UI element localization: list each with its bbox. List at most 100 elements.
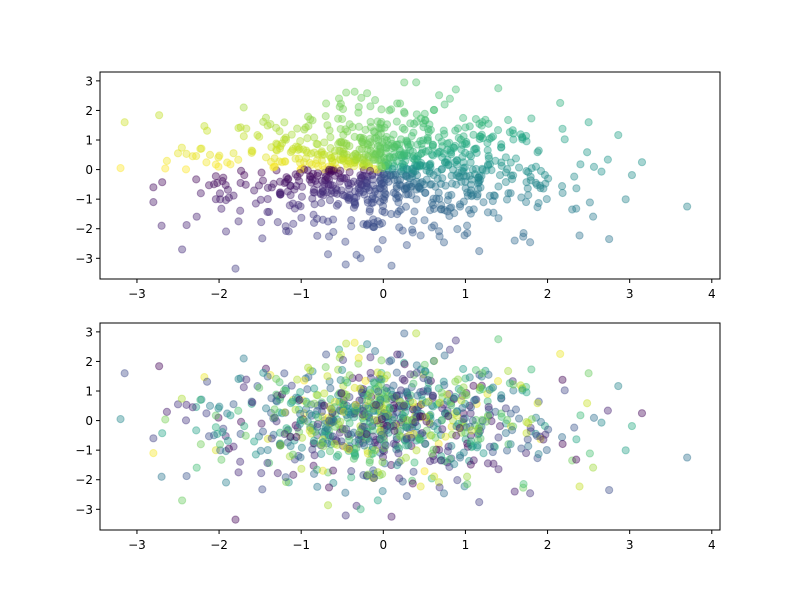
scatter-point [461,177,470,186]
scatter-point [400,400,409,409]
scatter-point [374,168,383,177]
scatter-point [443,196,452,205]
scatter-point [219,173,228,182]
scatter-point [360,190,369,199]
scatter-point [460,163,470,172]
scatter-point [363,176,372,186]
scatter-point [380,174,389,183]
scatter-point [352,250,361,259]
scatter-point [357,174,366,183]
scatter-point [264,458,274,468]
scatter-point [329,417,338,426]
scatter-point [508,377,517,386]
scatter-point [221,431,230,441]
scatter-point [248,398,257,407]
scatter-point [402,423,412,432]
scatter-point [324,432,333,441]
scatter-point [527,164,536,173]
scatter-point [239,103,248,112]
scatter-point [368,449,378,458]
scatter-point [400,78,409,87]
scatter-point [392,181,401,191]
scatter-point [295,144,304,153]
scatter-point [468,190,477,200]
scatter-point [312,214,322,223]
scatter-point [355,428,364,437]
scatter-point [333,440,342,449]
scatter-point [211,446,220,455]
scatter-point [485,160,495,169]
x-tick-label: 4 [708,287,716,301]
scatter-point [361,401,370,410]
scatter-point [270,154,279,163]
scatter-point [430,221,439,230]
y-tick-label: −3 [75,503,93,517]
scatter-point [370,438,380,447]
scatter-point [306,172,315,182]
scatter-point [419,387,428,396]
scatter-point [416,231,425,240]
scatter-point [351,149,360,159]
scatter-point [388,390,397,399]
scatter-point [334,450,343,460]
scatter-point [359,411,368,420]
scatter-point [280,429,289,439]
scatter-point [366,353,375,362]
scatter-point [377,413,386,422]
scatter-point [471,144,480,153]
scatter-point [359,160,368,169]
scatter-point [326,395,335,404]
scatter-point [463,442,472,451]
scatter-point [358,406,368,415]
scatter-point [472,192,482,201]
scatter-point [221,478,231,487]
scatter-point [439,149,448,158]
scatter-point [366,138,375,147]
scatter-point [318,401,327,411]
scatter-point [419,119,428,128]
scatter-point [304,121,313,131]
scatter-point [269,430,278,439]
scatter-point [439,377,448,386]
scatter-point [281,135,291,144]
scatter-point [309,469,319,478]
scatter-point [519,483,528,492]
scatter-point [182,471,191,481]
scatter-point [327,417,336,426]
scatter-point [362,429,371,439]
scatter-point [307,411,316,420]
scatter-point [161,415,170,424]
scatter-point [363,446,372,456]
scatter-point [497,412,506,421]
scatter-point [400,435,409,444]
scatter-point [324,413,333,422]
scatter-point [370,128,379,137]
scatter-point [359,134,368,143]
scatter-point [226,411,235,420]
scatter-point [368,153,377,162]
scatter-point [397,432,406,441]
scatter-point [326,189,336,198]
scatter-point [409,379,418,388]
scatter-point [389,150,398,159]
scatter-point [396,135,406,144]
scatter-point [405,425,414,434]
scatter-point [357,430,366,440]
scatter-point [382,371,392,380]
scatter-point [376,375,385,384]
scatter-point [425,411,434,420]
scatter-point [313,162,323,171]
scatter-point [395,180,404,189]
scatter-point [556,349,565,359]
scatter-point [478,385,487,394]
scatter-point [407,420,416,430]
scatter-point [368,422,377,431]
scatter-point [394,458,403,467]
scatter-point [429,201,438,210]
scatter-point [392,445,401,454]
scatter-point [258,176,268,185]
scatter-point [354,122,364,131]
scatter-point [324,418,333,427]
scatter-point [570,423,579,432]
scatter-point [430,472,439,481]
